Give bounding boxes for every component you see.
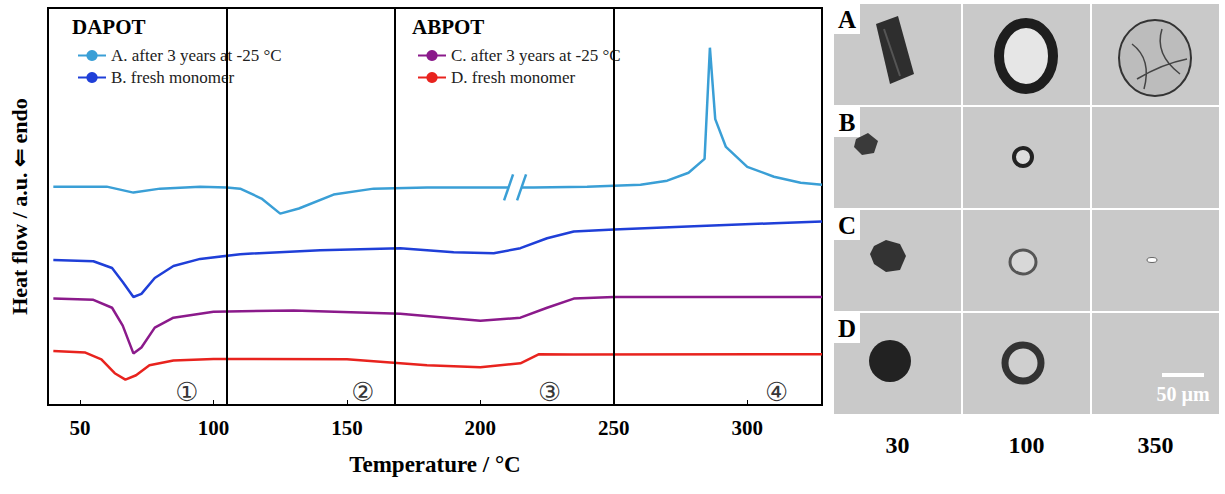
svg-text:A: A — [838, 6, 856, 33]
svg-text:②: ② — [351, 377, 374, 407]
svg-text:50: 50 — [70, 416, 91, 440]
html-text:100: 100 — [1008, 432, 1045, 458]
svg-text:C: C — [838, 212, 856, 239]
svg-text:D: D — [838, 315, 856, 342]
svg-text:200: 200 — [465, 416, 497, 440]
svg-text:③: ③ — [538, 377, 561, 407]
svg-text:B: B — [839, 109, 856, 136]
svg-text:Heat flow / a.u. ⇐ endo: Heat flow / a.u. ⇐ endo — [7, 98, 32, 315]
svg-text:ABPOT: ABPOT — [412, 15, 484, 39]
svg-text:250: 250 — [598, 416, 630, 440]
html-text:30: 30 — [885, 432, 910, 458]
svg-text:④: ④ — [765, 377, 788, 407]
svg-text:A. after 3 years at -25 °C: A. after 3 years at -25 °C — [111, 46, 282, 65]
svg-text:100: 100 — [198, 416, 230, 440]
svg-text:C. after 3 years at -25 °C: C. after 3 years at -25 °C — [451, 46, 621, 65]
svg-text:①: ① — [175, 377, 198, 407]
svg-text:300: 300 — [732, 416, 764, 440]
svg-text:50 µm: 50 µm — [1156, 383, 1210, 406]
svg-text:150: 150 — [331, 416, 363, 440]
svg-text:DAPOT: DAPOT — [72, 15, 146, 39]
svg-text:Temperature / °C: Temperature / °C — [349, 452, 520, 477]
html-text:350: 350 — [1137, 432, 1174, 458]
svg-text:D. fresh monomer: D. fresh monomer — [451, 68, 576, 87]
svg-text:B. fresh monomer: B. fresh monomer — [111, 68, 235, 87]
